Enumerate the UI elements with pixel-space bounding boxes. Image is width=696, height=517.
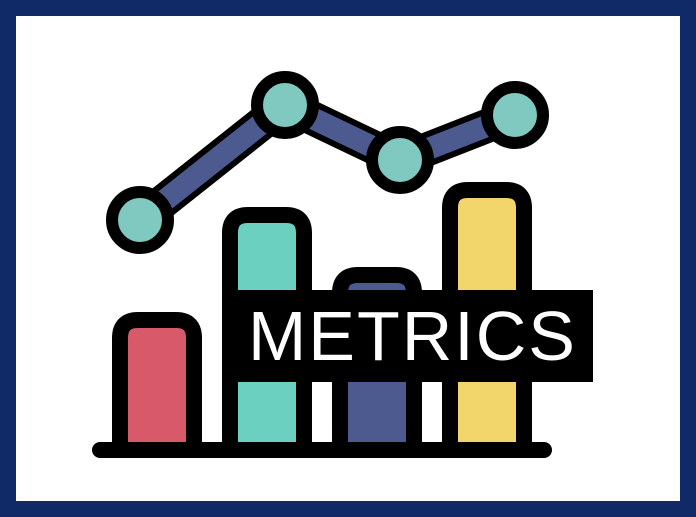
metrics-card: METRICS [0, 0, 696, 517]
metrics-label-text: METRICS [248, 297, 577, 375]
chart-icon [70, 40, 610, 480]
trend-node-2 [372, 132, 428, 188]
trend-node-1 [257, 77, 313, 133]
trend-node-0 [112, 192, 168, 248]
bar-line-chart-icon [70, 40, 610, 480]
trend-node-3 [487, 87, 543, 143]
bar-0 [120, 320, 194, 450]
metrics-label: METRICS [232, 290, 593, 382]
